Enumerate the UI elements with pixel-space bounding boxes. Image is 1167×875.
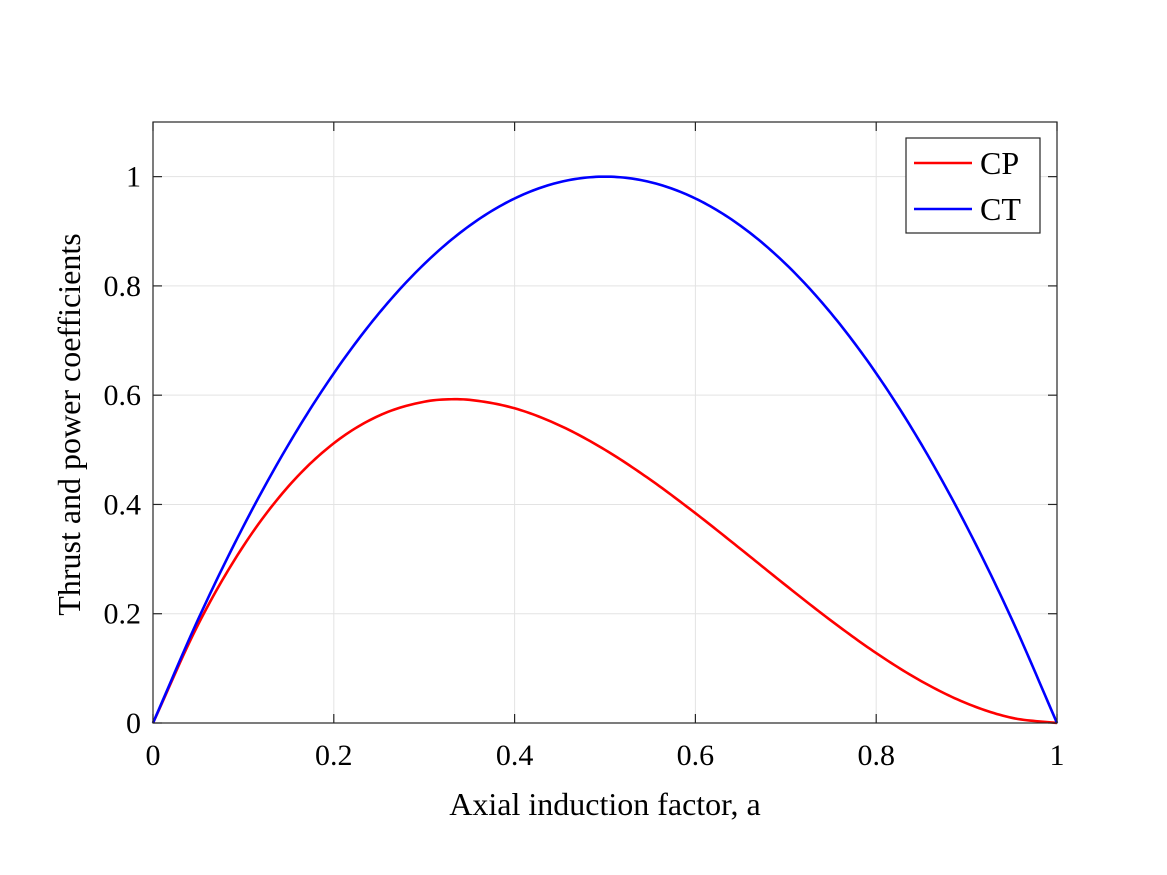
series-line-ct xyxy=(151,175,1059,724)
x-tick-label: 1 xyxy=(1050,739,1065,772)
y-tick-labels: 0 0.2 0.4 0.6 0.8 1 xyxy=(104,161,142,740)
x-tick-label: 0.8 xyxy=(857,739,895,772)
y-tick-label: 0.6 xyxy=(104,379,142,412)
x-axis-label: Axial induction factor, a xyxy=(449,786,761,822)
legend-label-cp: CP xyxy=(980,145,1019,181)
series-line-cp xyxy=(151,397,1058,725)
y-tick-label: 1 xyxy=(126,161,141,194)
x-tick-labels: 0 0.2 0.4 0.6 0.8 1 xyxy=(146,739,1065,772)
axis-ticks xyxy=(152,122,1058,724)
y-tick-label: 0.8 xyxy=(104,270,142,303)
plot-frame xyxy=(152,121,1058,724)
y-axis-label: Thrust and power coefficients xyxy=(51,233,87,615)
series-layer xyxy=(151,175,1059,725)
x-tick-label: 0.2 xyxy=(315,739,353,772)
y-tick-label: 0.4 xyxy=(104,488,142,521)
x-tick-label: 0.4 xyxy=(496,739,534,772)
legend-box xyxy=(905,137,1041,234)
legend: CP CT xyxy=(905,137,1041,234)
y-tick-label: 0 xyxy=(126,707,141,740)
legend-label-ct: CT xyxy=(980,191,1021,227)
y-tick-label: 0.2 xyxy=(104,598,142,631)
x-tick-label: 0 xyxy=(146,739,161,772)
x-tick-label: 0.6 xyxy=(677,739,715,772)
